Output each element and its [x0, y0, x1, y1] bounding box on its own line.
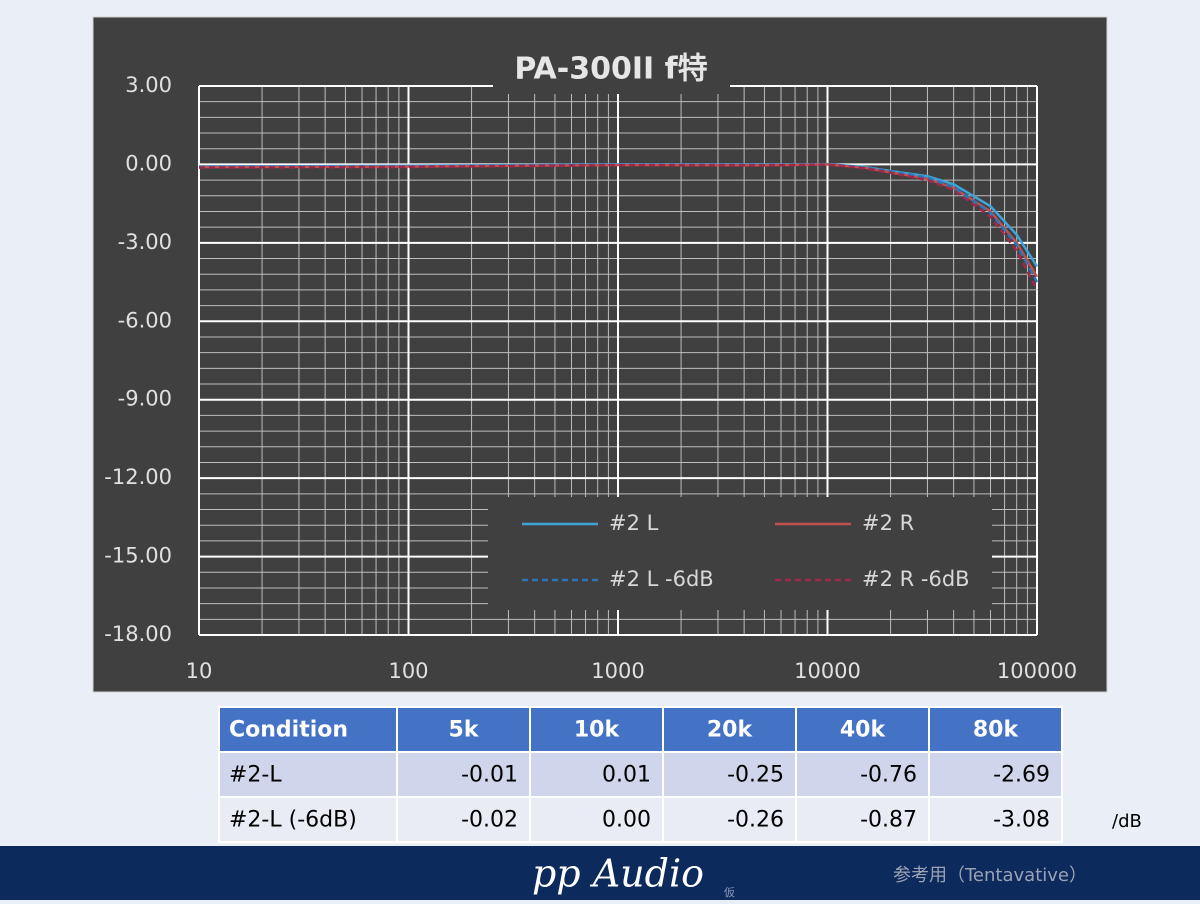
- table-cell: [795, 796, 930, 843]
- table-header: 5k: [449, 718, 480, 743]
- series-line: [198, 163, 1039, 291]
- table-value: -0.76: [860, 763, 917, 788]
- y-tick-label: -9.00: [118, 387, 172, 411]
- footer-bar: [0, 846, 1200, 900]
- x-tick-label: 10000: [794, 659, 861, 683]
- title-box: [493, 44, 730, 94]
- table-value: -0.25: [727, 763, 784, 788]
- unit-label: /dB: [1112, 811, 1142, 832]
- table-cell: [928, 751, 1063, 798]
- y-tick-label: -6.00: [118, 308, 172, 332]
- brand-mark: 仮: [724, 886, 735, 899]
- table-value: #2-L: [229, 763, 282, 788]
- legend-label: #2 L -6dB: [609, 567, 714, 591]
- y-tick-label: 0.00: [125, 151, 172, 175]
- table-header: 10k: [574, 718, 621, 743]
- table-cell: [529, 751, 664, 798]
- chart-title: PA-300II f特: [514, 52, 707, 87]
- y-tick-label: -18.00: [104, 622, 172, 646]
- brand: pp Audio: [532, 852, 704, 896]
- legend-label: #2 L: [609, 511, 659, 535]
- table-cell: [396, 751, 531, 798]
- table-value: -0.01: [461, 763, 518, 788]
- y-tick-label: -15.00: [104, 544, 172, 568]
- table-value: 0.00: [602, 808, 651, 833]
- x-tick-label: 1000: [591, 659, 644, 683]
- table-value: #2-L (-6dB): [229, 808, 357, 833]
- legend-label: #2 R: [862, 511, 914, 535]
- table-cell: [662, 706, 797, 753]
- y-tick-label: -3.00: [118, 230, 172, 254]
- legend-label: #2 R -6dB: [862, 567, 970, 591]
- table: Condition 5k 10k 20k 40k 80k #2-L -0.01 0.01 -0.2…: [218, 706, 1063, 843]
- table-value: 0.01: [602, 763, 651, 788]
- footer-note: 参考用（Tentavative）: [893, 865, 1087, 886]
- table-value: -2.69: [993, 763, 1050, 788]
- table-cell: [218, 751, 398, 798]
- x-tick-label: 10: [186, 659, 213, 683]
- table-cell: [662, 796, 797, 843]
- legend: [488, 497, 992, 610]
- table-header: 80k: [973, 718, 1020, 743]
- table-cell: [218, 796, 398, 843]
- legend-entries: #2 L #2 R #2 L -6dB #2 R -6dB: [522, 511, 970, 591]
- table-cell: [529, 706, 664, 753]
- y-tick-label: -12.00: [104, 465, 172, 489]
- table-header: 20k: [707, 718, 754, 743]
- table-header: Condition: [229, 718, 348, 743]
- x-tick-label: 100: [388, 659, 428, 683]
- table-cell: [928, 796, 1063, 843]
- table-value: -0.02: [461, 808, 518, 833]
- x-tick-label: 100000: [997, 659, 1077, 683]
- table-header: 40k: [840, 718, 887, 743]
- table-cell: [928, 706, 1063, 753]
- table-cell: [529, 796, 664, 843]
- table-value: -0.26: [727, 808, 784, 833]
- table-value: -3.08: [993, 808, 1050, 833]
- y-tick-label: 3.00: [125, 73, 172, 97]
- table-value: -0.87: [860, 808, 917, 833]
